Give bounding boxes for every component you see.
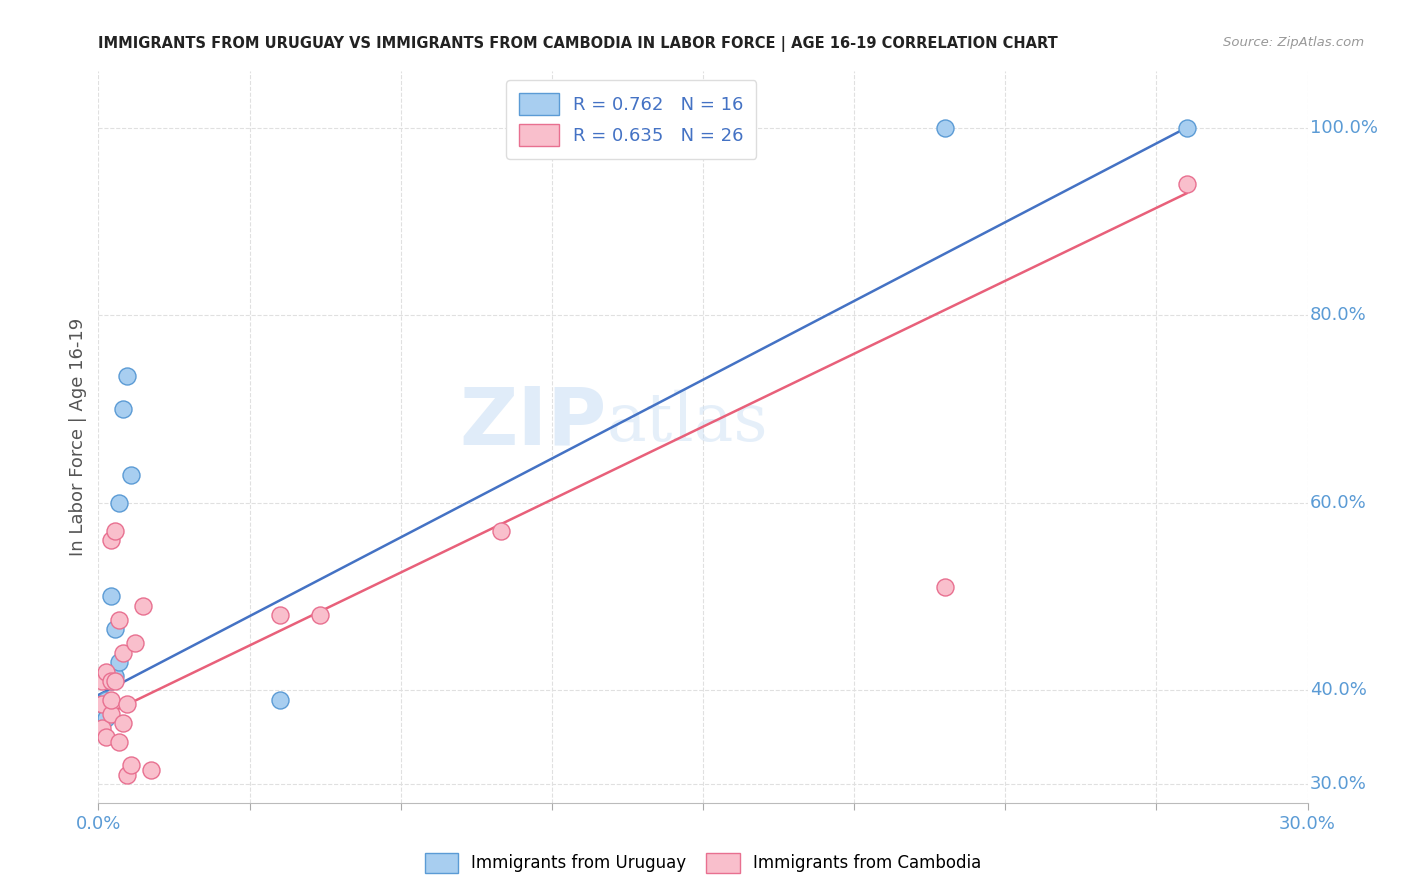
Legend: Immigrants from Uruguay, Immigrants from Cambodia: Immigrants from Uruguay, Immigrants from… [418, 847, 988, 880]
Point [100, 706, 122, 721]
Point [309, 608, 332, 623]
Y-axis label: In Labor Force | Age 16-19: In Labor Force | Age 16-19 [69, 318, 87, 557]
Point [107, 613, 129, 627]
Point [115, 698, 138, 712]
Point [269, 692, 291, 706]
Point [115, 767, 138, 781]
Point [100, 673, 122, 688]
Text: 80.0%: 80.0% [1310, 306, 1367, 324]
Point [115, 369, 138, 384]
Point [132, 599, 155, 613]
Point [120, 467, 142, 482]
Point [934, 120, 956, 135]
Text: 100.0%: 100.0% [1310, 119, 1378, 136]
Point [100, 673, 122, 688]
Point [1175, 177, 1198, 191]
Point [103, 623, 125, 637]
Point [91, 698, 114, 712]
Point [111, 646, 134, 660]
Point [111, 716, 134, 731]
Point [100, 590, 122, 604]
Point [107, 655, 129, 669]
Text: atlas: atlas [606, 390, 768, 455]
Point [91, 673, 114, 688]
Text: 30.0%: 30.0% [1310, 775, 1367, 793]
Point [91, 721, 114, 735]
Point [103, 673, 125, 688]
Point [103, 524, 125, 538]
Point [491, 524, 513, 538]
Point [91, 698, 114, 712]
Point [91, 725, 114, 739]
Point [96, 730, 118, 744]
Text: 60.0%: 60.0% [1310, 494, 1367, 512]
Text: ZIP: ZIP [458, 384, 606, 461]
Point [120, 758, 142, 772]
Text: 40.0%: 40.0% [1310, 681, 1367, 699]
Point [111, 401, 134, 416]
Point [107, 735, 129, 749]
Point [139, 763, 162, 777]
Point [96, 692, 118, 706]
Text: IMMIGRANTS FROM URUGUAY VS IMMIGRANTS FROM CAMBODIA IN LABOR FORCE | AGE 16-19 C: IMMIGRANTS FROM URUGUAY VS IMMIGRANTS FR… [98, 36, 1059, 52]
Point [1175, 120, 1198, 135]
Point [100, 533, 122, 548]
Point [124, 636, 146, 650]
Point [103, 669, 125, 683]
Point [96, 711, 118, 725]
Point [934, 580, 956, 594]
Point [96, 665, 118, 679]
Legend: R = 0.762   N = 16, R = 0.635   N = 26: R = 0.762 N = 16, R = 0.635 N = 26 [506, 80, 756, 159]
Point [107, 496, 129, 510]
Text: Source: ZipAtlas.com: Source: ZipAtlas.com [1223, 36, 1364, 49]
Point [100, 692, 122, 706]
Point [269, 608, 291, 623]
